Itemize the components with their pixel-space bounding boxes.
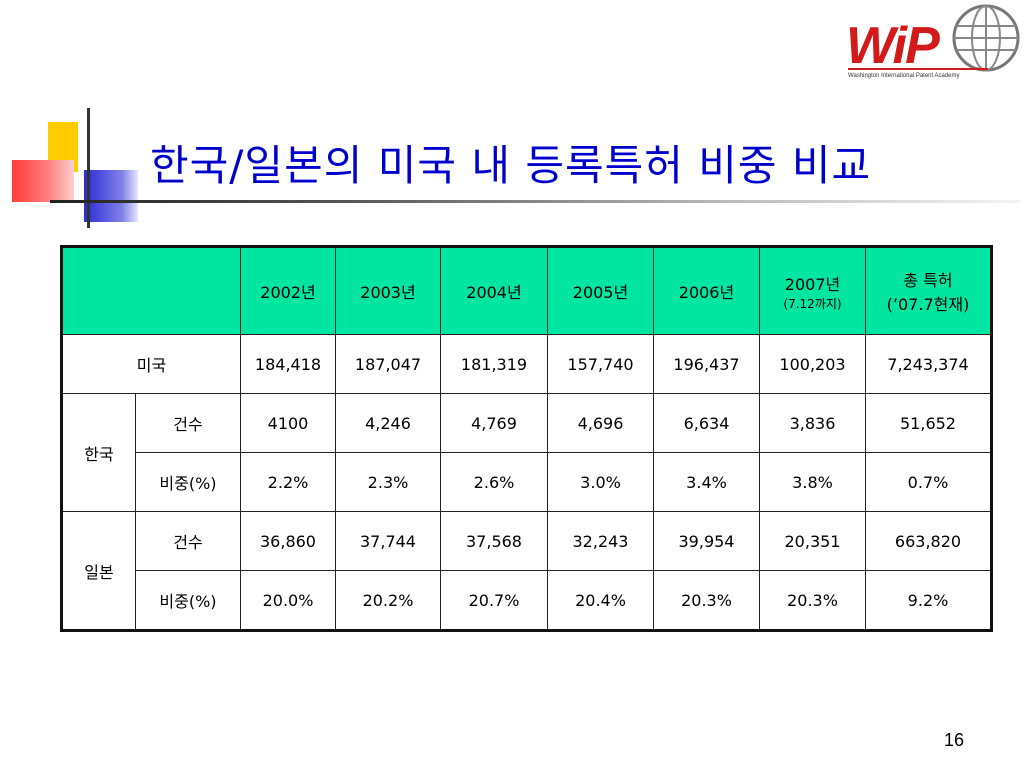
japan-ratio-2006: 20.3% [653, 570, 760, 631]
logo-text: WiP [846, 17, 940, 75]
japan-ratio-label: 비중(%) [135, 570, 241, 631]
japan-count-2004: 37,568 [440, 511, 548, 571]
slide-title: 한국/일본의 미국 내 등록특허 비중 비교 [150, 141, 872, 190]
logo-subtitle: Washington International Patent Academy [848, 73, 960, 79]
header-2004: 2004년 [440, 246, 548, 335]
korea-count-2007: 3,836 [759, 393, 866, 453]
header-total-sublabel: (’07.7현재) [886, 295, 970, 314]
usa-2002: 184,418 [240, 334, 336, 394]
header-total: 총 특허 (’07.7현재) [865, 246, 992, 335]
table-row-usa: 미국 184,418 187,047 181,319 157,740 196,4… [61, 334, 992, 394]
japan-count-label: 건수 [135, 511, 241, 571]
wipa-logo: WiP Washington International Patent Acad… [842, 2, 1022, 88]
title-underline [50, 200, 1020, 203]
row-group-japan: 일본 [61, 511, 136, 631]
table-header-row: 2002년 2003년 2004년 2005년 2006년 2007년 (7.1… [61, 246, 992, 335]
korea-ratio-2004: 2.6% [440, 452, 548, 512]
header-2005: 2005년 [547, 246, 654, 335]
row-label-usa: 미국 [61, 334, 241, 394]
korea-ratio-2003: 2.3% [335, 452, 441, 512]
usa-2007: 100,203 [759, 334, 866, 394]
header-2003: 2003년 [335, 246, 441, 335]
korea-count-label: 건수 [135, 393, 241, 453]
korea-ratio-2002: 2.2% [240, 452, 336, 512]
japan-count-total: 663,820 [865, 511, 992, 571]
japan-ratio-total: 9.2% [865, 570, 992, 631]
usa-2003: 187,047 [335, 334, 441, 394]
globe-icon [952, 4, 1020, 72]
japan-ratio-2004: 20.7% [440, 570, 548, 631]
table-row-korea-count: 한국 건수 4100 4,246 4,769 4,696 6,634 3,836… [61, 393, 992, 512]
japan-count-2003: 37,744 [335, 511, 441, 571]
japan-ratio-2003: 20.2% [335, 570, 441, 631]
korea-count-total: 51,652 [865, 393, 992, 453]
korea-count-2004: 4,769 [440, 393, 548, 453]
decor-red-block [12, 160, 74, 202]
usa-2004: 181,319 [440, 334, 548, 394]
header-2007: 2007년 (7.12까지) [759, 246, 866, 335]
logo-underline [848, 68, 988, 70]
table-row-japan-count: 일본 건수 36,860 37,744 37,568 32,243 39,954… [61, 511, 992, 631]
korea-count-2005: 4,696 [547, 393, 654, 453]
header-blank-cell [61, 246, 241, 335]
korea-ratio-label: 비중(%) [135, 452, 241, 512]
japan-count-2007: 20,351 [759, 511, 866, 571]
korea-ratio-2007: 3.8% [759, 452, 866, 512]
usa-2005: 157,740 [547, 334, 654, 394]
korea-ratio-2006: 3.4% [653, 452, 760, 512]
korea-count-2003: 4,246 [335, 393, 441, 453]
usa-2006: 196,437 [653, 334, 760, 394]
table-row-japan-ratio: 비중(%) 20.0% 20.2% 20.7% 20.4% 20.3% 20.3… [62, 570, 992, 631]
japan-count-2006: 39,954 [653, 511, 760, 571]
japan-count-2005: 32,243 [547, 511, 654, 571]
row-group-korea: 한국 [61, 393, 136, 512]
korea-count-2006: 6,634 [653, 393, 760, 453]
page-number: 16 [943, 730, 964, 750]
header-2006: 2006년 [653, 246, 760, 335]
header-2007-label: 2007년 [784, 274, 841, 294]
korea-ratio-2005: 3.0% [547, 452, 654, 512]
header-2007-sublabel: (7.12까지) [783, 296, 842, 311]
patent-comparison-table: 2002년 2003년 2004년 2005년 2006년 2007년 (7.1… [60, 245, 993, 632]
japan-ratio-2007: 20.3% [759, 570, 866, 631]
usa-total: 7,243,374 [865, 334, 992, 394]
japan-ratio-2005: 20.4% [547, 570, 654, 631]
decor-vertical-line [87, 108, 90, 228]
decor-blue-block [84, 170, 138, 222]
table-row-korea-ratio: 비중(%) 2.2% 2.3% 2.6% 3.0% 3.4% 3.8% 0.7% [62, 452, 992, 512]
japan-count-2002: 36,860 [240, 511, 336, 571]
header-total-label: 총 특허 [903, 271, 953, 290]
japan-ratio-2002: 20.0% [240, 570, 336, 631]
korea-count-2002: 4100 [240, 393, 336, 453]
korea-ratio-total: 0.7% [865, 452, 992, 512]
header-2002: 2002년 [240, 246, 336, 335]
